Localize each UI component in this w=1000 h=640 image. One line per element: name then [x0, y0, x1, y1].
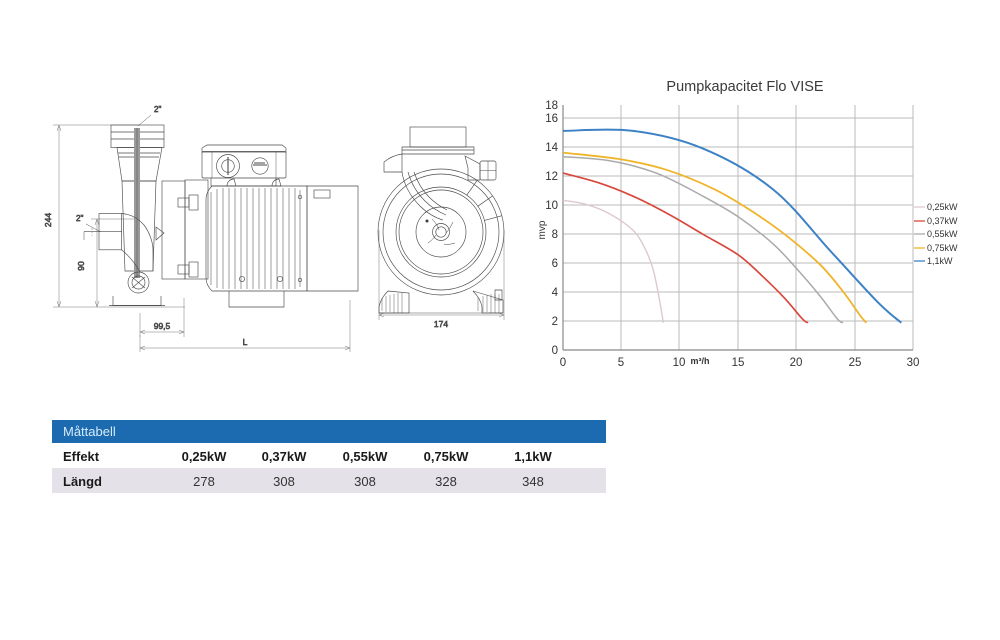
- svg-text:0: 0: [560, 357, 566, 369]
- svg-text:14: 14: [545, 142, 558, 154]
- svg-text:0,55kW: 0,55kW: [927, 229, 958, 239]
- svg-text:308: 308: [273, 474, 295, 489]
- svg-text:25: 25: [849, 357, 862, 369]
- svg-text:0,75kW: 0,75kW: [927, 243, 958, 253]
- svg-text:1,1kW: 1,1kW: [927, 256, 953, 266]
- svg-text:328: 328: [435, 474, 457, 489]
- svg-text:99,5: 99,5: [154, 321, 171, 331]
- svg-text:0,37kW: 0,37kW: [262, 449, 308, 464]
- svg-text:0,25kW: 0,25kW: [182, 449, 228, 464]
- svg-text:Pumpkapacitet Flo VISE: Pumpkapacitet Flo VISE: [666, 79, 823, 95]
- svg-text:2": 2": [76, 214, 83, 223]
- svg-text:174: 174: [434, 319, 448, 329]
- svg-text:Effekt: Effekt: [63, 449, 100, 464]
- svg-text:0,25kW: 0,25kW: [927, 202, 958, 212]
- svg-text:0,37kW: 0,37kW: [927, 216, 958, 226]
- svg-text:244: 244: [43, 213, 53, 227]
- svg-text:L: L: [243, 337, 248, 347]
- svg-text:278: 278: [193, 474, 215, 489]
- svg-text:mvp: mvp: [537, 220, 548, 239]
- svg-text:12: 12: [545, 171, 558, 183]
- svg-text:0,55kW: 0,55kW: [343, 449, 389, 464]
- svg-text:6: 6: [552, 258, 558, 270]
- svg-text:0,75kW: 0,75kW: [424, 449, 470, 464]
- svg-text:0: 0: [552, 345, 558, 357]
- svg-text:4: 4: [552, 287, 559, 299]
- svg-text:Måttabell: Måttabell: [63, 424, 116, 439]
- svg-text:348: 348: [522, 474, 544, 489]
- svg-text:Längd: Längd: [63, 474, 102, 489]
- svg-text:10: 10: [673, 357, 686, 369]
- svg-text:308: 308: [354, 474, 376, 489]
- svg-text:8: 8: [552, 229, 558, 241]
- svg-text:90: 90: [76, 261, 86, 271]
- svg-text:1,1kW: 1,1kW: [514, 449, 552, 464]
- svg-text:30: 30: [907, 357, 920, 369]
- svg-text:m³/h: m³/h: [691, 356, 710, 366]
- svg-text:18: 18: [545, 100, 558, 112]
- svg-text:2": 2": [154, 105, 161, 114]
- svg-text:20: 20: [790, 357, 803, 369]
- svg-text:16: 16: [545, 113, 558, 125]
- svg-text:2: 2: [552, 316, 558, 328]
- svg-text:5: 5: [618, 357, 624, 369]
- svg-text:10: 10: [545, 200, 558, 212]
- svg-text:15: 15: [732, 357, 745, 369]
